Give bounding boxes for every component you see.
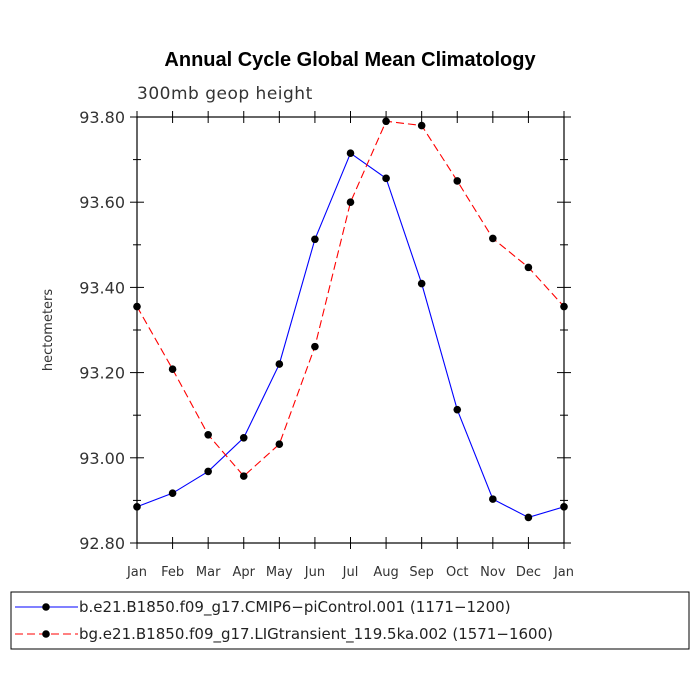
data-point: [168, 489, 177, 497]
y-tick-label: 93.40: [79, 278, 125, 297]
x-tick-label: Feb: [161, 565, 184, 580]
x-tick-label: Mar: [196, 565, 221, 580]
data-point: [275, 360, 284, 368]
y-tick-label: 93.00: [79, 449, 125, 468]
legend-label-1: b.e21.B1850.f09_g17.CMIP6−piControl.001 …: [79, 598, 511, 617]
legend: b.e21.B1850.f09_g17.CMIP6−piControl.001 …: [10, 591, 690, 650]
data-point: [346, 149, 355, 158]
y-axis-label: hectometers: [41, 289, 56, 372]
plot-frame: [136, 116, 565, 544]
data-point: [453, 177, 462, 185]
data-point: [560, 502, 568, 511]
series-line-1: [136, 152, 565, 519]
legend-marker-1: [42, 603, 50, 611]
legend-marker-2: [42, 630, 50, 638]
x-tick-label: Jan: [126, 565, 147, 580]
series-layer: [133, 117, 568, 522]
data-point: [133, 302, 141, 311]
data-point: [453, 405, 462, 414]
data-point: [239, 433, 248, 442]
data-point: [417, 121, 426, 130]
data-point: [204, 467, 212, 476]
data-point: [417, 279, 426, 288]
y-tick-label: 93.60: [79, 193, 125, 212]
data-point: [311, 342, 319, 351]
x-tick-label: Apr: [233, 565, 256, 580]
x-tick-label: Nov: [480, 565, 506, 580]
chart-subtitle: 300mb geop height: [137, 84, 313, 104]
x-tick-label: Jul: [342, 565, 359, 580]
x-tick-label: Jun: [304, 565, 325, 580]
data-point: [275, 440, 284, 448]
data-point: [524, 513, 533, 522]
x-tick-label: Sep: [409, 565, 434, 580]
x-tick-label: Dec: [516, 565, 541, 580]
axes: 92.80 93.00 93.20 93.40 93.60 93.80 Jan Feb Mar A…: [79, 108, 574, 580]
data-point: [382, 174, 390, 183]
legend-box: [10, 591, 690, 650]
data-point: [560, 302, 568, 311]
data-point: [133, 502, 141, 511]
x-tick-label: Jan: [553, 565, 574, 580]
data-point: [489, 495, 497, 503]
chart-title: Annual Cycle Global Mean Climatology: [164, 49, 536, 71]
x-tick-label: Oct: [446, 565, 468, 580]
data-point: [382, 117, 390, 126]
data-point: [168, 365, 177, 373]
data-point: [311, 235, 319, 244]
data-point: [524, 263, 533, 272]
y-tick-label: 92.80: [79, 534, 125, 553]
data-point: [204, 430, 212, 439]
data-point: [489, 234, 497, 243]
y-tick-label: 93.20: [79, 364, 125, 383]
legend-label-2: bg.e21.B1850.f09_g17.LIGtransient_119.5k…: [79, 625, 553, 644]
y-tick-label: 93.80: [79, 108, 125, 127]
series-line-2: [136, 120, 565, 477]
x-tick-label: Aug: [373, 565, 398, 580]
data-point: [239, 472, 248, 480]
x-tick-label: May: [266, 565, 293, 580]
data-point: [346, 198, 355, 206]
